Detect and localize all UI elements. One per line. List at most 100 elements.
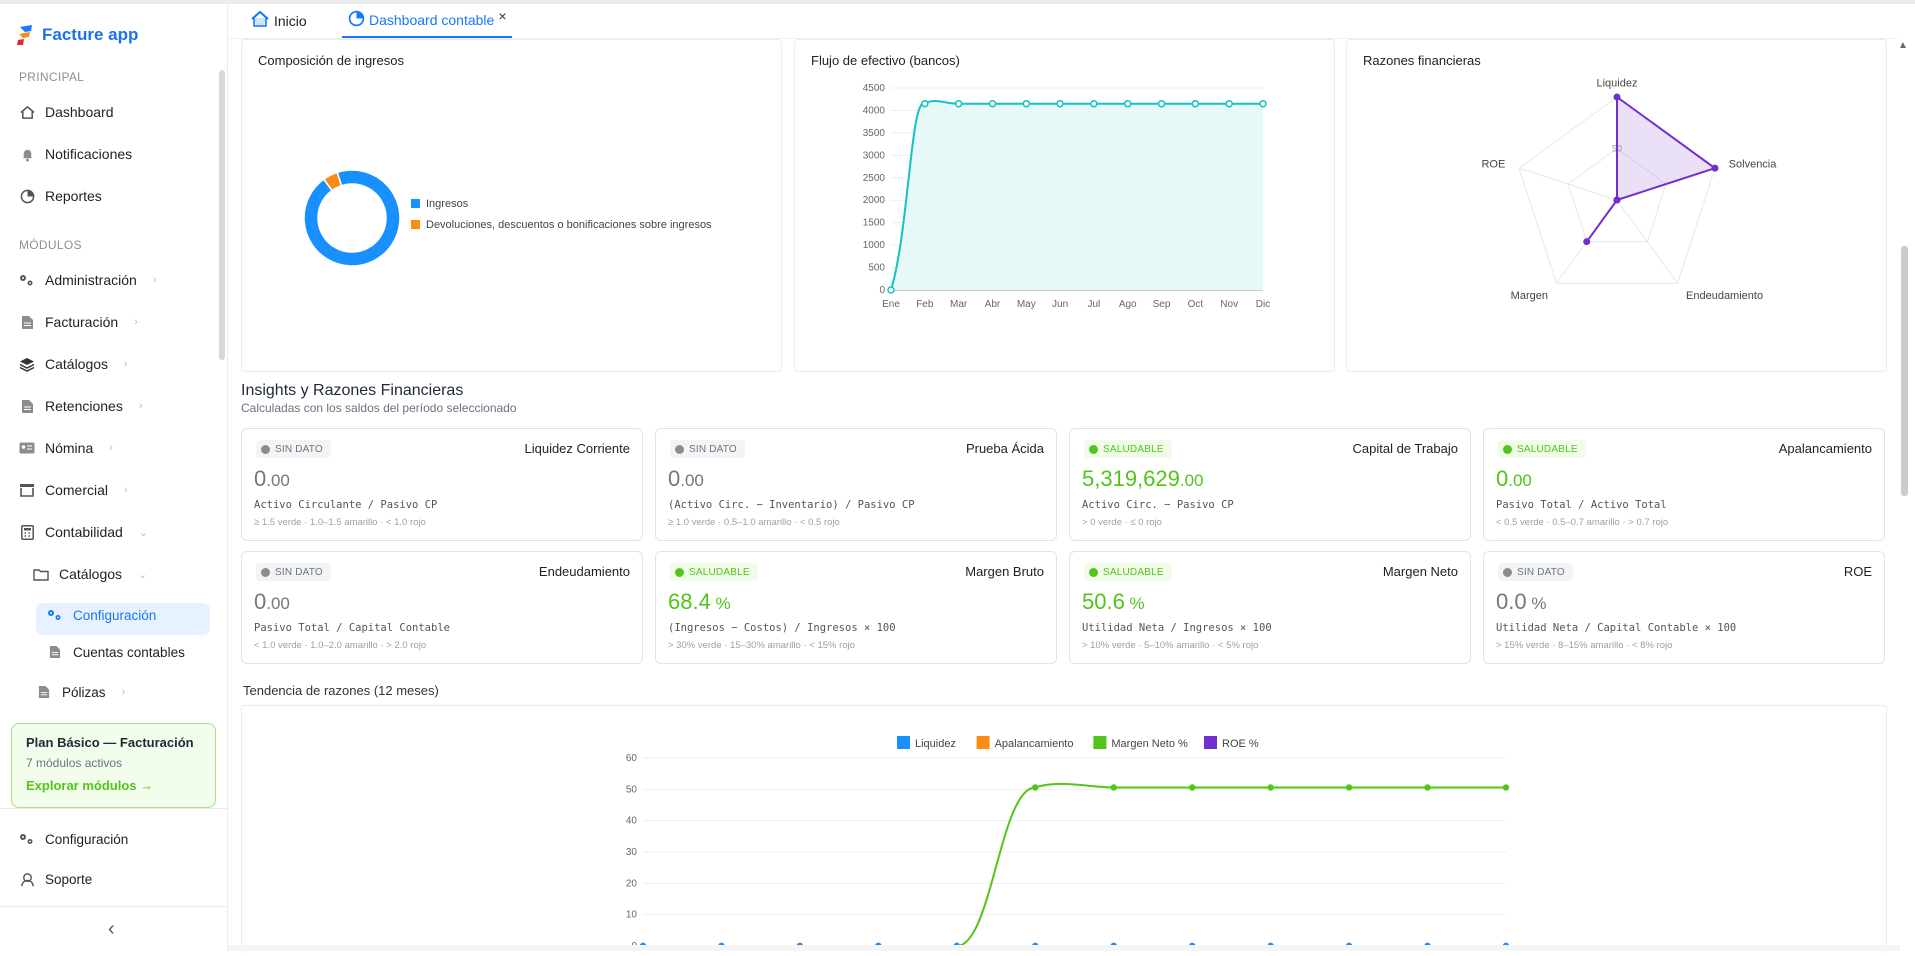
tab-label: Dashboard contable: [369, 12, 495, 28]
sidebar-item-reportes[interactable]: Reportes: [19, 188, 102, 204]
metric-value-dec: %: [1124, 594, 1145, 613]
data-point: [1502, 784, 1510, 791]
sidebar-item-facturacion[interactable]: Facturación ›: [19, 314, 138, 330]
data-point: [1123, 99, 1132, 108]
data-point: [988, 99, 997, 108]
chevron-down-icon: ⌄: [138, 526, 149, 539]
x-tick-label: Jul: [1088, 299, 1101, 310]
y-tick-label: 4500: [863, 83, 886, 94]
flujo-card: Flujo de efectivo (bancos) 0 500 1000 1500 2…: [794, 39, 1335, 372]
legend-label: ROE %: [1222, 738, 1259, 750]
x-tick-label: Ago: [1119, 299, 1137, 310]
support-icon: [19, 871, 35, 887]
close-tab-icon[interactable]: ×: [498, 8, 507, 24]
legend-label: Apalancamiento: [995, 738, 1074, 750]
card-title: Flujo de efectivo (bancos): [811, 53, 960, 68]
y-tick-label: 60: [626, 753, 638, 764]
home-icon: [250, 10, 270, 31]
metric-value: 0.00: [1496, 466, 1532, 492]
y-tick-label: 1500: [863, 218, 886, 229]
metric-card[interactable]: SALUDABLE Apalancamiento 0.00 Pasivo Tot…: [1483, 428, 1885, 541]
sidebar-divider: [0, 808, 228, 809]
status-badge: SALUDABLE: [670, 563, 758, 581]
metric-value: 0.00: [254, 589, 290, 615]
card-title: Razones financieras: [1363, 53, 1481, 68]
data-point: [1022, 99, 1031, 108]
legend-label: Ingresos: [426, 198, 469, 210]
metric-formula: Utilidad Neta / Capital Contable × 100: [1496, 622, 1737, 634]
sidebar-item-catalogos[interactable]: Catálogos ›: [19, 356, 128, 372]
chevron-right-icon: ›: [124, 358, 128, 370]
metric-threshold-hint: > 10% verde · 5–10% amarillo · < 5% rojo: [1082, 640, 1259, 651]
metric-threshold-hint: > 30% verde · 15–30% amarillo · < 15% ro…: [668, 640, 855, 651]
legend-label: Devoluciones, descuentos o bonificacione…: [426, 219, 712, 231]
explore-modules-link[interactable]: Explorar módulos →: [26, 778, 154, 793]
tab-dashboard-contable[interactable]: Dashboard contable ×: [348, 8, 507, 30]
y-tick-label: 3500: [863, 128, 886, 139]
status-dot-icon: [1503, 567, 1512, 577]
metric-value-dec: .00: [266, 594, 290, 613]
sidebar-item-nomina[interactable]: Nómina ›: [19, 440, 113, 456]
sidebar-item-polizas[interactable]: Pólizas ›: [36, 684, 125, 700]
metric-value: 0.00: [668, 466, 704, 492]
metric-card[interactable]: SIN DATO Liquidez Corriente 0.00 Activo …: [241, 428, 643, 541]
status-dot-icon: [1089, 444, 1098, 454]
chevron-right-icon: ›: [124, 484, 128, 496]
legend-swatch: [1093, 736, 1107, 749]
scroll-up-arrow-icon[interactable]: ▲: [1898, 40, 1908, 51]
pie-slice: [322, 171, 343, 192]
metric-card[interactable]: SIN DATO ROE 0.0 % Utilidad Neta / Capit…: [1483, 551, 1885, 664]
sidebar-item-cuentas-contables[interactable]: Cuentas contables: [47, 644, 185, 660]
y-tick-label: 40: [626, 816, 638, 827]
sidebar-item-soporte[interactable]: Soporte: [19, 871, 92, 887]
plan-card: Plan Básico — Facturación 7 módulos acti…: [11, 723, 216, 808]
insights-subtitle: Calculadas con los saldos del período se…: [241, 401, 517, 415]
horizontal-scroll-track: [228, 945, 1900, 951]
metric-name: Capital de Trabajo: [1352, 441, 1458, 456]
gears-icon: [19, 831, 35, 847]
status-dot-icon: [1503, 444, 1512, 454]
sidebar-item-contabilidad[interactable]: Contabilidad ⌄: [19, 524, 148, 540]
legend-swatch: [1204, 736, 1217, 749]
metric-threshold-hint: > 0 verde · ≤ 0 rojo: [1082, 517, 1162, 528]
sidebar-item-label: Comercial: [45, 482, 109, 498]
x-tick-label: Sep: [1153, 299, 1171, 310]
trend-chart: 0102030405060LiquidezApalancamientoMarge…: [626, 736, 1510, 952]
sidebar-item-comercial[interactable]: Comercial ›: [19, 482, 128, 498]
metric-card[interactable]: SALUDABLE Margen Neto 50.6 % Utilidad Ne…: [1069, 551, 1471, 664]
metric-value-int: 0: [1496, 466, 1509, 491]
data-point: [921, 99, 929, 108]
metric-name: Margen Neto: [1382, 564, 1458, 579]
metric-card[interactable]: SIN DATO Prueba Ácida 0.00 (Activo Circ.…: [655, 428, 1057, 541]
metric-name: ROE: [1843, 564, 1872, 579]
sidebar-item-contabilidad-catalogos[interactable]: Catálogos ⌄: [33, 566, 147, 582]
sidebar-item-label: Pólizas: [62, 684, 106, 700]
sidebar-item-configuracion[interactable]: Configuración: [19, 831, 128, 847]
x-tick-label: Feb: [916, 299, 934, 310]
sidebar-item-configuracion-contable[interactable]: Configuración: [47, 607, 156, 623]
sidebar-item-notificaciones[interactable]: Notificaciones: [19, 146, 132, 162]
radar-axis-label: Liquidez: [1597, 78, 1638, 90]
metric-card[interactable]: SIN DATO Endeudamiento 0.00 Pasivo Total…: [241, 551, 643, 664]
data-point: [1090, 99, 1098, 108]
metric-formula: Pasivo Total / Activo Total: [1496, 499, 1667, 511]
metric-card[interactable]: SALUDABLE Capital de Trabajo 5,319,629.0…: [1069, 428, 1471, 541]
plan-title: Plan Básico — Facturación: [26, 735, 194, 750]
sidebar-scrollbar[interactable]: [219, 70, 225, 360]
page-scrollbar[interactable]: [1901, 246, 1908, 496]
trend-card: 0102030405060LiquidezApalancamientoMarge…: [241, 705, 1887, 955]
document-icon: [19, 314, 35, 330]
y-tick-label: 2500: [863, 173, 886, 184]
sidebar-item-administracion[interactable]: Administración ›: [19, 272, 157, 288]
collapse-sidebar-button[interactable]: ‹: [108, 918, 115, 940]
app-logo[interactable]: Facture app: [16, 24, 138, 46]
metric-card[interactable]: SALUDABLE Margen Bruto 68.4 % (Ingresos …: [655, 551, 1057, 664]
sidebar-item-dashboard[interactable]: Dashboard: [19, 104, 114, 120]
status-label: SIN DATO: [275, 566, 323, 578]
sidebar-item-retenciones[interactable]: Retenciones ›: [19, 398, 143, 414]
x-tick-label: May: [1017, 299, 1036, 310]
tab-inicio[interactable]: Inicio: [250, 10, 307, 31]
x-tick-label: Ene: [882, 299, 900, 310]
chevron-right-icon: ›: [152, 274, 157, 286]
metric-threshold-hint: ≥ 1.0 verde · 0.5–1.0 amarillo · < 0.5 r…: [668, 517, 840, 528]
